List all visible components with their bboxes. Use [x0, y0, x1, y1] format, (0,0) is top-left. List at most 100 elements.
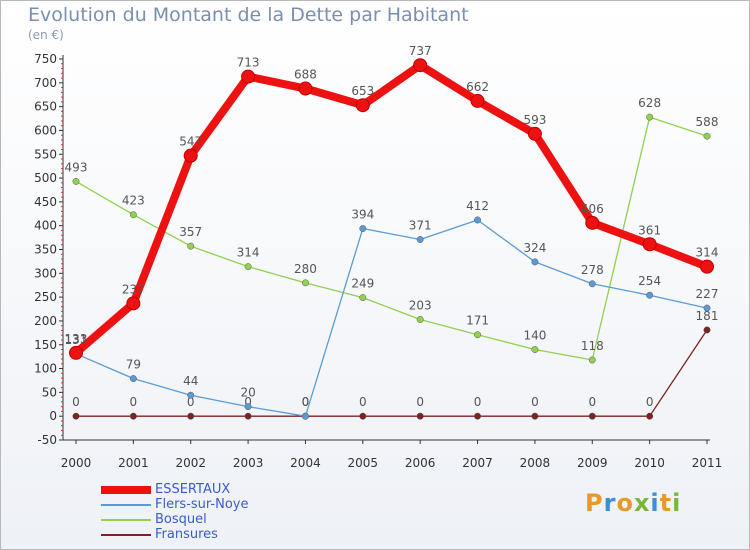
data-point [359, 412, 367, 420]
data-label: 237 [122, 282, 145, 296]
y-tick-label: 150 [34, 338, 57, 352]
data-label: 0 [302, 395, 310, 409]
data-point [129, 375, 137, 383]
data-label: 227 [696, 287, 719, 301]
series-line [75, 116, 708, 361]
data-label: 44 [183, 374, 198, 388]
y-tick-label: 450 [34, 195, 57, 209]
series-bosquel: 493 423 357 314 280 249 203 171 140 118 628 588 [65, 96, 719, 364]
legend-swatch [101, 534, 151, 536]
chart-subtitle: (en €) [28, 28, 64, 42]
data-label: 412 [466, 199, 489, 213]
proxiti-logo: Proxiti [585, 489, 681, 517]
logo-letter: x [633, 489, 651, 517]
data-label: 118 [581, 339, 604, 353]
data-point [129, 211, 137, 219]
data-point [241, 69, 256, 84]
logo-letter: P [585, 489, 604, 517]
data-label: 0 [72, 395, 80, 409]
data-label: 493 [65, 160, 88, 174]
data-point [700, 259, 714, 274]
data-point [474, 412, 481, 420]
data-label: 203 [409, 299, 432, 313]
data-point [470, 93, 485, 108]
data-label: 628 [638, 96, 661, 110]
data-label: 280 [294, 262, 317, 276]
data-point [302, 412, 309, 420]
data-label: 0 [588, 395, 596, 409]
data-label: 314 [237, 246, 260, 260]
legend-swatch [101, 504, 151, 506]
data-point [244, 403, 252, 411]
y-tick-label: 500 [34, 171, 57, 185]
data-label: 713 [237, 56, 260, 70]
data-point [69, 345, 83, 360]
logo-letter: o [616, 489, 634, 517]
legend-label: Bosquel [155, 512, 207, 527]
data-point [585, 215, 600, 230]
data-label: 662 [466, 80, 489, 94]
x-tick-label: 2006 [405, 456, 436, 470]
data-point [646, 412, 654, 420]
y-tick-label: 700 [34, 76, 57, 90]
y-tick-label: 250 [34, 290, 57, 304]
data-point [416, 316, 424, 323]
data-label: 394 [351, 208, 374, 222]
y-tick-label: -50 [37, 433, 57, 447]
data-label: 406 [581, 202, 604, 216]
data-point [703, 326, 711, 334]
x-tick-label: 2008 [520, 456, 551, 470]
y-tick-label: 0 [49, 409, 57, 423]
y-tick-label: 650 [34, 100, 57, 114]
data-label: 0 [531, 395, 539, 409]
data-label: 737 [409, 44, 432, 58]
series-line [75, 329, 708, 417]
data-point [244, 412, 252, 420]
data-point [642, 237, 657, 252]
data-point [703, 304, 711, 312]
x-tick-label: 2002 [175, 456, 206, 470]
data-label: 653 [351, 84, 374, 98]
data-point [355, 98, 370, 113]
data-point [646, 291, 654, 299]
data-point [531, 412, 539, 420]
data-point [302, 279, 309, 287]
data-point [416, 236, 424, 243]
data-point [527, 126, 542, 141]
data-label: 593 [523, 113, 546, 127]
y-tick-label: 400 [34, 219, 57, 233]
x-tick-label: 2004 [290, 456, 321, 470]
data-point [531, 258, 539, 266]
y-tick-label: 600 [34, 123, 57, 137]
legend-swatch [101, 519, 151, 521]
data-label: 547 [179, 135, 202, 149]
data-label: 140 [523, 329, 546, 343]
x-tick-label: 2010 [634, 456, 665, 470]
legend-label: ESSERTAUX [155, 482, 231, 497]
x-tick-label: 2001 [118, 456, 149, 470]
data-label: 0 [416, 395, 424, 409]
legend-label: Flers-sur-Noye [155, 497, 249, 512]
x-tick-label: 2009 [577, 456, 608, 470]
data-label: 0 [302, 395, 310, 409]
data-point [474, 331, 481, 339]
logo-letter: i [672, 489, 682, 517]
data-point [588, 412, 596, 420]
data-label: 0 [187, 395, 195, 409]
data-label: 588 [696, 115, 719, 129]
y-tick-label: 50 [42, 385, 57, 399]
data-point [588, 356, 596, 364]
y-tick-label: 300 [34, 266, 57, 280]
logo-letter: i [650, 489, 660, 517]
data-label: 371 [409, 218, 432, 232]
data-label: 181 [696, 309, 719, 323]
logo-letter: r [603, 489, 617, 517]
data-point [298, 81, 313, 96]
data-label: 357 [179, 225, 202, 239]
data-point [187, 412, 195, 420]
series-essertaux: 133 237 547 713 688 653 737 662 593 406 361 314 [65, 44, 718, 360]
series-fransures: 0 0 0 0 0 0 0 0 0 0 0 181 [72, 309, 719, 420]
series-line [75, 219, 708, 417]
